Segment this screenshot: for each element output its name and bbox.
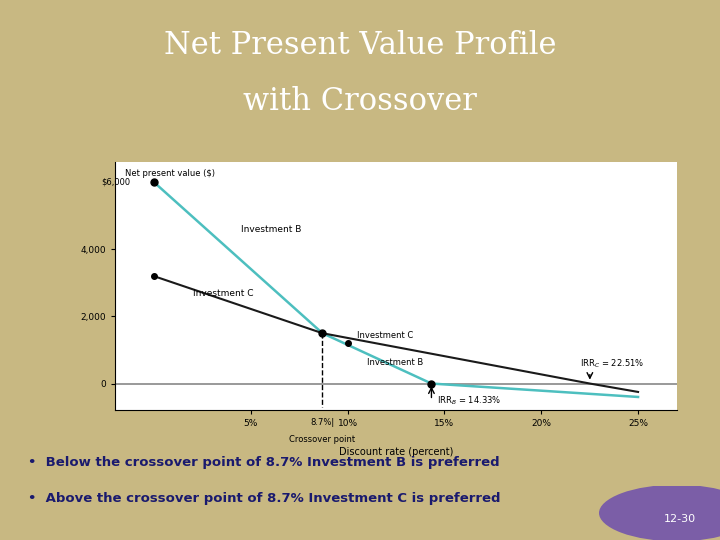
Text: Net present value ($): Net present value ($) xyxy=(125,168,215,178)
Text: $6,000: $6,000 xyxy=(102,178,131,187)
Text: •  Above the crossover point of 8.7% Investment C is preferred: • Above the crossover point of 8.7% Inve… xyxy=(28,492,500,505)
Text: 8.7%|: 8.7%| xyxy=(310,418,335,427)
Text: 12-30: 12-30 xyxy=(664,515,696,524)
Text: Investment C: Investment C xyxy=(193,289,253,298)
Text: Investment C: Investment C xyxy=(357,331,413,340)
Text: Crossover point: Crossover point xyxy=(289,435,356,444)
Text: IRR$_C$ = 22.51%: IRR$_C$ = 22.51% xyxy=(580,358,644,370)
Text: •  Below the crossover point of 8.7% Investment B is preferred: • Below the crossover point of 8.7% Inve… xyxy=(28,456,500,469)
Circle shape xyxy=(598,483,720,540)
Text: Discount rate (percent): Discount rate (percent) xyxy=(339,447,453,456)
Text: Net Present Value Profile: Net Present Value Profile xyxy=(163,30,557,61)
Text: with Crossover: with Crossover xyxy=(243,85,477,117)
Text: IRR$_B$ = 14.33%: IRR$_B$ = 14.33% xyxy=(437,395,502,407)
Text: Investment B: Investment B xyxy=(367,358,423,367)
Text: Investment B: Investment B xyxy=(241,226,302,234)
